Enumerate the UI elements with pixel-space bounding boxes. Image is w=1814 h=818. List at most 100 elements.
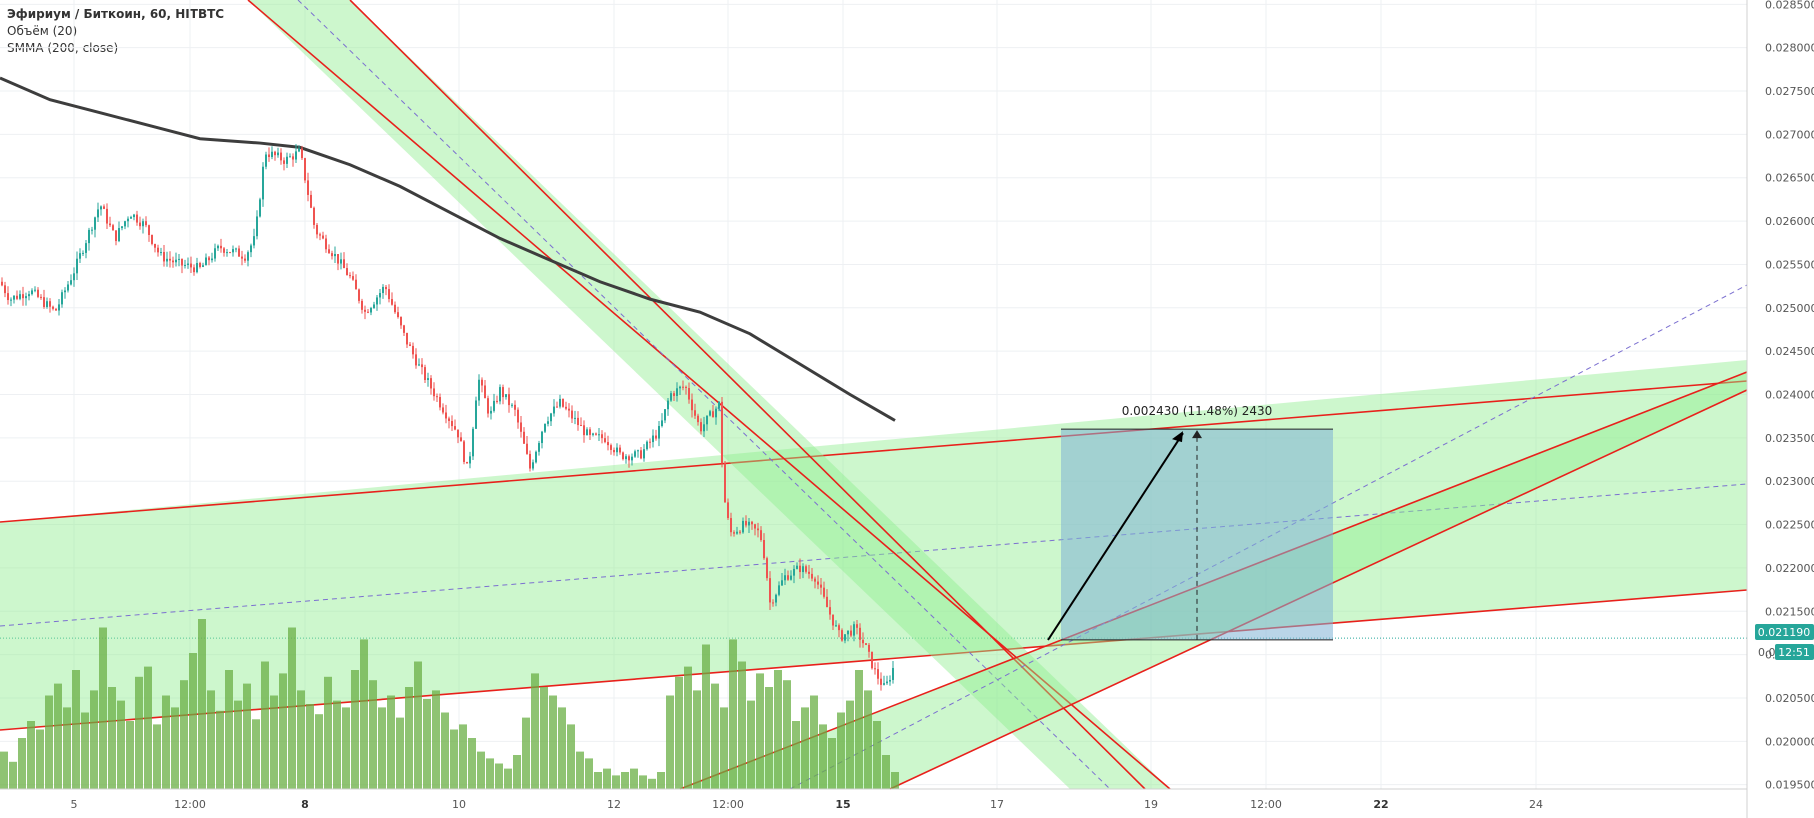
volume-bar — [666, 695, 674, 789]
candle-body — [667, 400, 669, 410]
candle-body — [634, 451, 636, 457]
candle-body — [853, 624, 855, 636]
candle-body — [787, 575, 789, 580]
candle-body — [436, 396, 438, 398]
candle-body — [418, 364, 420, 366]
candle-body — [565, 406, 567, 409]
candle-body — [463, 441, 465, 462]
volume-bar — [603, 768, 611, 789]
candle-body — [607, 442, 609, 446]
symbol-title[interactable]: Эфириум / Биткоин, 60, HITBTC — [7, 7, 225, 21]
candle-body — [460, 437, 462, 442]
candle-body — [496, 400, 498, 402]
candle-body — [724, 463, 726, 503]
candle-body — [70, 280, 72, 285]
candle-body — [433, 388, 435, 397]
candle-body — [340, 259, 342, 264]
volume-bar — [567, 724, 575, 789]
candle-body — [472, 428, 474, 457]
candle-body — [823, 587, 825, 597]
volume-bar — [288, 627, 296, 789]
candle-body — [262, 166, 264, 200]
candle-body — [847, 630, 849, 635]
volume-bar — [135, 676, 143, 789]
candle-body — [538, 443, 540, 452]
candle-body — [646, 441, 648, 450]
last-price-value: 0.021190 — [1758, 626, 1811, 639]
candle-body — [541, 431, 543, 444]
candle-body — [181, 258, 183, 266]
candle-body — [103, 206, 105, 209]
candle-body — [811, 573, 813, 579]
volume-bar — [378, 707, 386, 789]
candle-body — [250, 245, 252, 253]
smma-line — [0, 76, 896, 422]
candle-body — [28, 294, 30, 297]
candle-body — [814, 578, 816, 582]
candle-body — [49, 301, 51, 307]
candle-body — [40, 296, 42, 298]
volume-bar — [117, 700, 125, 789]
candle-body — [457, 429, 459, 438]
time-tick-label: 15 — [835, 798, 850, 811]
volume-bars — [0, 619, 899, 789]
candle-body — [826, 596, 828, 608]
volume-bar — [855, 670, 863, 789]
candle-body — [295, 151, 297, 160]
candle-body — [325, 238, 327, 250]
volume-bar — [441, 712, 449, 789]
measure-arrow-head — [1192, 430, 1202, 439]
candle-body — [265, 154, 267, 167]
candle-body — [394, 304, 396, 313]
candle-body — [286, 156, 288, 164]
price-tick-label: 0.025000 — [1765, 302, 1814, 315]
candle-body — [517, 409, 519, 423]
price-tick-label: 0.026500 — [1765, 172, 1814, 185]
candle-body — [283, 160, 285, 164]
candle-body — [151, 234, 153, 244]
volume-bar — [72, 670, 80, 789]
volume-bar — [810, 695, 818, 789]
candle-body — [271, 151, 273, 158]
volume-bar — [243, 683, 251, 789]
volume-bar — [801, 707, 809, 789]
candle-body — [763, 539, 765, 559]
volume-bar — [225, 670, 233, 789]
volume-bar — [99, 627, 107, 789]
volume-bar — [324, 676, 332, 789]
volume-bar — [27, 721, 35, 789]
candle-body — [718, 401, 720, 409]
volume-indicator-label[interactable]: Объём (20) — [7, 24, 78, 38]
candle-body — [55, 308, 57, 311]
candle-body — [172, 260, 174, 263]
candle-body — [610, 445, 612, 450]
candle-body — [712, 411, 714, 418]
candle-body — [706, 415, 708, 425]
candle-body — [370, 308, 372, 313]
volume-bar — [747, 700, 755, 789]
candle-body — [112, 225, 114, 231]
candle-body — [802, 566, 804, 573]
volume-bar — [342, 707, 350, 789]
candle-body — [157, 247, 159, 253]
volume-bar — [18, 738, 26, 789]
candle-body — [31, 290, 33, 295]
candle-body — [391, 299, 393, 305]
time-tick-label: 22 — [1373, 798, 1388, 811]
volume-bar — [45, 695, 53, 789]
volume-bar — [90, 690, 98, 789]
candle-body — [781, 580, 783, 586]
volume-bar — [351, 670, 359, 789]
price-tick-label: 0.020000 — [1765, 735, 1814, 748]
volume-bar — [9, 761, 17, 789]
volume-bar — [873, 721, 881, 789]
candle-body — [163, 251, 165, 262]
time-tick-label: 5 — [71, 798, 78, 811]
candle-body — [337, 254, 339, 264]
volume-bar — [189, 653, 197, 789]
projection-arrow — [1047, 432, 1184, 641]
candle-body — [553, 406, 555, 414]
candle-body — [508, 394, 510, 406]
time-tick-label: 19 — [1144, 798, 1158, 811]
